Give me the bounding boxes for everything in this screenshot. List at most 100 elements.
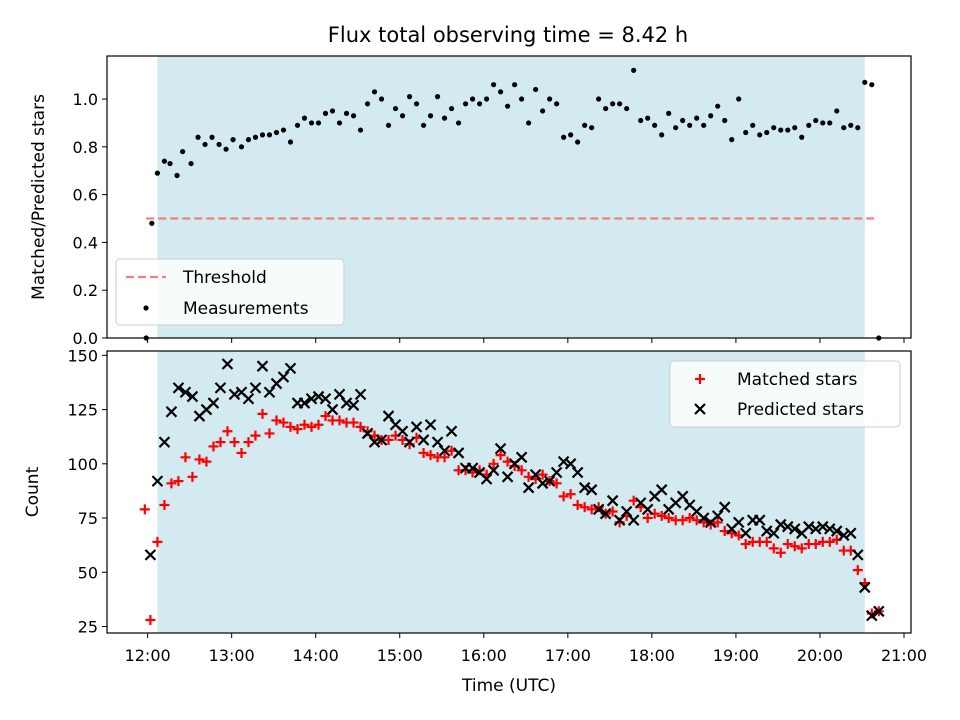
measurement-point	[792, 125, 798, 131]
matched-star-point	[320, 411, 331, 422]
predicted-star-point	[158, 436, 171, 448]
matched-star-point	[565, 489, 576, 500]
matched-star-point	[684, 513, 695, 524]
measurement-point	[673, 125, 679, 131]
predicted-star-point	[844, 527, 857, 539]
matched-star-point	[299, 419, 310, 430]
measurement-point	[561, 134, 567, 140]
predicted-star-point	[697, 512, 710, 524]
measurement-point	[862, 79, 868, 85]
matched-star-point	[208, 441, 219, 452]
y-tick-label: 50	[78, 563, 98, 582]
predicted-star-point	[529, 468, 542, 481]
matched-star-point	[439, 452, 450, 463]
measurement-point	[582, 122, 588, 128]
measurement-point	[266, 132, 273, 138]
measurement-point	[855, 125, 861, 131]
y-axis-label: Matched/Predicted stars	[29, 94, 49, 300]
predicted-star-point	[417, 434, 430, 446]
y-tick-label: 0.6	[73, 186, 98, 205]
series-predicted-stars	[144, 358, 885, 622]
measurement-point	[497, 89, 504, 95]
matched-star-point	[166, 478, 177, 489]
predicted-star-point	[277, 371, 290, 383]
predicted-star-point	[263, 386, 276, 398]
matched-star-point	[642, 513, 653, 524]
measurement-point	[364, 101, 371, 107]
measurement-point	[659, 132, 665, 138]
predicted-star-point	[487, 464, 500, 477]
matched-star-point	[264, 428, 275, 439]
predicted-star-point	[242, 392, 255, 405]
y-tick-label: 75	[78, 509, 98, 528]
measurement-point	[357, 127, 364, 133]
measurement-point	[533, 86, 539, 93]
measurement-point	[202, 141, 208, 148]
matched-star-point	[586, 504, 597, 515]
matched-star-point	[488, 458, 499, 469]
legend: Threshold Measurements	[115, 258, 345, 326]
measurement-point	[154, 170, 161, 176]
predicted-star-point	[774, 518, 787, 531]
predicted-star-point	[830, 525, 843, 537]
matched-star-point	[740, 539, 751, 550]
predicted-star-point	[186, 390, 199, 403]
measurement-point	[652, 122, 658, 128]
measurement-point	[238, 144, 245, 150]
predicted-star-point	[165, 405, 178, 418]
x-tick-label: 17:00	[545, 646, 591, 665]
matched-star-point	[334, 415, 345, 426]
predicted-star-point	[144, 549, 157, 561]
measurement-point	[504, 103, 511, 109]
measurement-point	[343, 110, 350, 116]
measurement-point	[519, 96, 525, 102]
y-tick-label: 0.2	[73, 281, 98, 300]
measurement-point	[149, 220, 155, 226]
matched-star-point	[313, 419, 324, 430]
predicted-star-point	[382, 410, 395, 422]
legend-box	[669, 360, 901, 428]
measurement-point	[624, 105, 630, 112]
predicted-star-point	[375, 434, 388, 446]
predicted-star-point	[788, 523, 801, 535]
matched-star-point	[159, 500, 170, 511]
measurement-point	[708, 113, 714, 119]
measurement-point	[631, 67, 637, 73]
matched-star-point	[271, 415, 282, 426]
series-measurements	[143, 67, 882, 341]
measurement-point	[350, 113, 357, 119]
predicted-star-point	[228, 388, 241, 401]
matched-star-point	[418, 447, 429, 458]
measurement-point	[490, 82, 497, 88]
predicted-star-point	[494, 442, 507, 455]
predicted-star-point	[851, 549, 864, 561]
matched-star-point	[796, 543, 807, 554]
predicted-star-point	[501, 471, 514, 483]
predicted-star-point	[368, 436, 381, 448]
measurement-point	[216, 141, 222, 148]
matched-star-point	[782, 539, 793, 550]
predicted-star-point	[739, 527, 752, 539]
measurement-point	[476, 101, 483, 107]
measurement-point	[167, 160, 173, 167]
measurement-point	[589, 125, 595, 131]
measurement-point	[743, 129, 749, 136]
measurement-point	[378, 96, 385, 102]
ratio-panel: 0.0 0.2 0.4 0.6 0.8 1.0 Matched/Predicted star…	[29, 55, 912, 348]
legend-matched-label: Matched stars	[737, 370, 857, 390]
legend-box	[115, 258, 345, 326]
predicted-star-point	[424, 418, 437, 431]
measurement-point	[820, 120, 826, 126]
matched-star-point	[516, 465, 527, 476]
measurement-point	[406, 94, 413, 100]
measurement-point	[315, 120, 322, 126]
measurement-point	[596, 96, 602, 102]
y-tick-label: 25	[78, 617, 98, 636]
predicted-star-point	[578, 481, 591, 494]
predicted-star-point	[221, 358, 234, 370]
predicted-star-point	[326, 403, 339, 416]
x-tick-label: 12:00	[125, 646, 171, 665]
predicted-star-point	[571, 466, 584, 479]
legend-predicted-label: Predicted stars	[737, 400, 864, 420]
matched-star-point	[810, 539, 821, 550]
